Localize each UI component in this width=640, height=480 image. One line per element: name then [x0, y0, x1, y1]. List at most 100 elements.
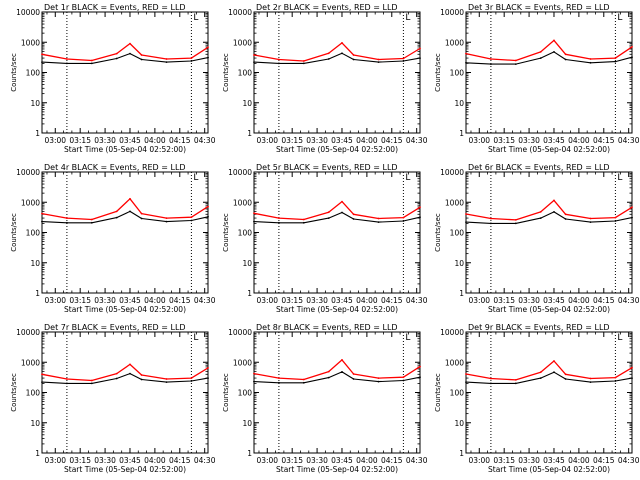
x-tick-label: 03:45: [331, 136, 353, 145]
x-tick-label: 03:45: [543, 456, 565, 465]
x-tick-label: 03:15: [281, 456, 303, 465]
data-point-events: [66, 221, 68, 224]
data-point-events: [302, 221, 305, 224]
chart-panel: Det 2r BLACK = Events, RED = LLD 1 10 100 10…: [222, 3, 428, 154]
chart-panel: Det 7r BLACK = Events, RED = LLD 1 10 100 10…: [10, 323, 216, 474]
data-point-lld: [352, 54, 355, 56]
panel-title: Det 8r BLACK = Events, RED = LLD: [256, 323, 398, 332]
data-point-lld: [514, 219, 517, 221]
x-tick-label: 04:00: [356, 296, 378, 305]
data-point-events: [207, 215, 209, 218]
x-tick-label: 03:45: [543, 296, 565, 305]
data-point-lld: [465, 52, 467, 55]
data-point-events: [207, 56, 209, 59]
data-point-lld: [41, 212, 43, 215]
data-point-events: [589, 61, 592, 64]
y-tick-label: 10000: [228, 168, 252, 177]
data-point-events: [190, 60, 193, 62]
chart-panel: Det 6r BLACK = Events, RED = LLD 1 10 100 10…: [434, 163, 640, 314]
x-tick-label: 03:45: [331, 296, 353, 305]
data-point-events: [115, 57, 118, 60]
x-tick-label: 03:00: [468, 136, 490, 145]
panel-title: Det 9r BLACK = Events, RED = LLD: [468, 323, 610, 332]
data-point-lld: [490, 58, 492, 60]
data-point-events: [115, 377, 118, 380]
data-point-events: [465, 61, 467, 64]
data-point-events: [129, 52, 131, 55]
x-tick-label: 03:15: [281, 136, 303, 145]
data-point-lld: [207, 46, 209, 49]
data-point-events: [66, 62, 68, 65]
x-tick-label: 03:30: [94, 136, 116, 145]
data-point-lld: [278, 217, 280, 220]
x-axis-label: Start Time (05-Sep-04 02:52:00): [488, 465, 610, 474]
x-axis-label: Start Time (05-Sep-04 02:52:00): [64, 305, 186, 314]
x-tick-label: 03:15: [281, 296, 303, 305]
data-point-events: [514, 222, 517, 225]
data-point-lld: [352, 373, 355, 375]
y-tick-label: 100: [238, 229, 253, 238]
x-tick-label: 03:30: [518, 136, 540, 145]
y-tick-label: 1: [247, 289, 252, 298]
data-point-lld: [115, 52, 118, 55]
data-point-events: [207, 377, 209, 379]
x-axis-label: Start Time (05-Sep-04 02:52:00): [276, 465, 398, 474]
series-line-lld: [465, 199, 633, 221]
data-point-events: [165, 381, 168, 383]
data-point-events: [377, 380, 380, 383]
y-tick-label: 1000: [21, 358, 40, 367]
y-tick-label: 1: [247, 129, 252, 138]
data-point-events: [514, 382, 517, 385]
y-tick-label: 10000: [440, 328, 464, 337]
data-point-events: [614, 220, 617, 222]
data-point-lld: [589, 217, 592, 220]
y-tick-label: 100: [450, 69, 465, 78]
data-point-events: [564, 218, 567, 220]
y-tick-label: 10: [242, 259, 252, 268]
data-point-events: [402, 220, 405, 222]
panel-title: Det 2r BLACK = Events, RED = LLD: [256, 3, 398, 12]
data-point-lld: [419, 206, 421, 209]
data-point-events: [539, 57, 542, 59]
y-tick-label: 100: [26, 69, 41, 78]
x-tick-label: 04:30: [406, 456, 428, 465]
y-tick-label: 10: [242, 419, 252, 428]
x-tick-label: 03:45: [119, 136, 141, 145]
x-tick-label: 04:15: [381, 136, 403, 145]
x-axis-label: Start Time (05-Sep-04 02:52:00): [276, 145, 398, 154]
chart-panel: Det 1r BLACK = Events, RED = LLD 1 10 100 10…: [10, 3, 216, 154]
y-tick-label: 1000: [21, 198, 40, 207]
data-point-events: [90, 62, 93, 65]
y-tick-label: 100: [450, 389, 465, 398]
y-tick-label: 1: [35, 449, 40, 458]
x-tick-label: 03:00: [256, 136, 278, 145]
data-point-events: [553, 211, 555, 213]
x-tick-label: 04:30: [618, 456, 640, 465]
y-tick-label: 10000: [16, 8, 40, 17]
data-point-lld: [165, 378, 168, 380]
y-tick-label: 100: [238, 389, 253, 398]
data-point-lld: [190, 216, 193, 219]
data-point-lld: [253, 372, 255, 375]
data-point-lld: [253, 212, 255, 215]
data-point-lld: [278, 377, 280, 379]
chart-panel: Det 4r BLACK = Events, RED = LLD 1 10 100 10…: [10, 163, 216, 314]
marker-label: L: [405, 173, 410, 183]
x-tick-label: 03:30: [518, 456, 540, 465]
data-point-events: [352, 58, 355, 61]
data-point-lld: [539, 211, 542, 213]
data-point-lld: [66, 58, 68, 60]
y-tick-label: 1: [459, 129, 464, 138]
x-tick-label: 03:15: [69, 136, 91, 145]
data-point-events: [278, 62, 280, 65]
panel-title: Det 4r BLACK = Events, RED = LLD: [44, 163, 186, 172]
data-point-events: [302, 381, 305, 384]
data-point-lld: [66, 378, 68, 380]
x-tick-label: 03:30: [306, 456, 328, 465]
marker-label: L: [193, 173, 198, 183]
data-point-lld: [490, 217, 492, 220]
data-point-lld: [341, 42, 343, 44]
data-point-events: [66, 382, 68, 385]
x-tick-label: 03:45: [119, 296, 141, 305]
